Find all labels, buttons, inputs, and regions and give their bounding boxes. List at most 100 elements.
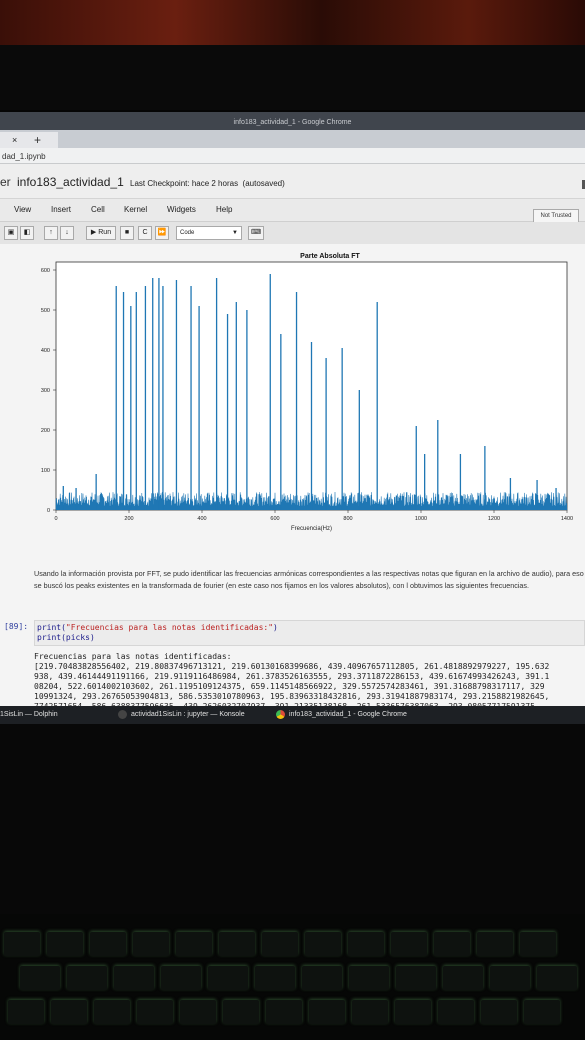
x-tick-label-7: 1400 (561, 516, 573, 522)
checkpoint-status: Last Checkpoint: hace 2 horas (autosaved… (130, 179, 285, 188)
keyboard-key (520, 932, 556, 956)
fast-forward-icon[interactable]: ⏩ (155, 226, 169, 240)
taskbar-label-dolphin: 1SisLin — Dolphin (0, 711, 58, 718)
keyboard-key (443, 966, 483, 990)
x-axis-label: Frecuencia(Hz) (291, 526, 332, 532)
move-up-icon[interactable]: ↑ (44, 226, 58, 240)
y-tick-label-1: 100 (41, 468, 50, 474)
keyboard-key (348, 932, 384, 956)
x-tick-label-3: 600 (270, 516, 279, 522)
notebook-header: er info183_actividad_1 Last Checkpoint: … (0, 164, 585, 198)
keyboard-key (133, 932, 169, 956)
keyboard-key (396, 966, 436, 990)
taskbar-item-chrome[interactable]: info183_actividad_1 - Google Chrome (276, 706, 407, 724)
y-tick-label-4: 400 (41, 348, 50, 354)
keyboard-key (266, 1000, 302, 1024)
keyboard-key (8, 1000, 44, 1024)
menu-bar: View Insert Cell Kernel Widgets Help Not… (0, 198, 585, 223)
keyboard-key (114, 966, 154, 990)
menu-insert[interactable]: Insert (51, 205, 72, 214)
chevron-down-icon: ▼ (232, 230, 238, 236)
keyboard-key (137, 1000, 173, 1024)
run-button[interactable]: ▶ Run (86, 226, 116, 240)
keyboard-key (438, 1000, 474, 1024)
jupyter-logo[interactable]: er (0, 175, 11, 189)
stop-icon[interactable]: ■ (120, 226, 134, 240)
not-trusted-button[interactable]: Not Trusted (533, 209, 579, 223)
menu-widgets[interactable]: Widgets (167, 205, 196, 214)
keyboard-key (90, 932, 126, 956)
code-line-2: print(picks) (37, 633, 95, 642)
x-tick-label-4: 800 (343, 516, 352, 522)
keyboard-key (223, 1000, 259, 1024)
keyboard-key (262, 932, 298, 956)
description-paragraph: Usando la información provista por FFT, … (34, 569, 584, 590)
keyboard-key (434, 932, 470, 956)
run-icon: ▶ (90, 229, 97, 236)
keyboard-key (349, 966, 389, 990)
cell-prompt: [89]: (4, 622, 29, 631)
save-icon[interactable]: ▣ (4, 226, 18, 240)
fft-chart: Parte Absoluta FT 0 100 200 300 400 500 600 0 20… (41, 253, 573, 532)
keyboard-key (395, 1000, 431, 1024)
keyboard-key (477, 932, 513, 956)
address-text: dad_1.ipynb (2, 152, 46, 161)
menu-view[interactable]: View (14, 205, 32, 214)
keyboard-key (47, 932, 83, 956)
taskbar-item-dolphin[interactable]: 1SisLin — Dolphin (0, 706, 58, 724)
taskbar-label-konsole: actividad1SisLin : jupyter — Konsole (131, 711, 245, 718)
y-tick-label-5: 500 (41, 308, 50, 314)
browser-tab[interactable]: × (0, 132, 58, 148)
keyboard-key (481, 1000, 517, 1024)
x-tick-label-2: 400 (197, 516, 206, 522)
keyboard-key (4, 932, 40, 956)
keyboard-key (537, 966, 577, 990)
monitor-screen: info183_actividad_1 - Google Chrome × + … (0, 112, 585, 724)
menu-help[interactable]: Help (216, 205, 233, 214)
menu-cell[interactable]: Cell (91, 205, 105, 214)
taskbar: 1SisLin — Dolphin actividad1SisLin : jup… (0, 706, 585, 724)
chart-title: Parte Absoluta FT (300, 253, 360, 260)
code-string: "Frecuencias para las notas identificada… (65, 623, 274, 632)
notebook-toolbar: ▣ ◧ ↑ ↓ ▶ Run ■ C ⏩ Code ▼ ⌨ (0, 222, 585, 244)
cell-type-select[interactable]: Code ▼ (176, 226, 242, 240)
monitor-bezel (0, 724, 585, 914)
window-title: info183_actividad_1 - Google Chrome (233, 119, 352, 126)
code-cell[interactable]: print("Frecuencias para las notas identi… (34, 620, 585, 646)
keyboard-key (161, 966, 201, 990)
keyboard-key (490, 966, 530, 990)
add-cell-icon[interactable]: ◧ (20, 226, 34, 240)
x-tick-label-1: 200 (124, 516, 133, 522)
move-down-icon[interactable]: ↓ (60, 226, 74, 240)
keyboard-key (352, 1000, 388, 1024)
menu-kernel[interactable]: Kernel (124, 205, 148, 214)
address-bar[interactable]: dad_1.ipynb (0, 148, 585, 164)
tab-strip: × + (0, 130, 585, 148)
keyboard-key (305, 932, 341, 956)
keyboard-key (180, 1000, 216, 1024)
keyboard-key (208, 966, 248, 990)
x-tick-label-5: 1000 (415, 516, 427, 522)
keyboard-key (309, 1000, 345, 1024)
background-top (0, 0, 585, 45)
taskbar-item-konsole[interactable]: actividad1SisLin : jupyter — Konsole (118, 706, 245, 724)
notebook-body: Parte Absoluta FT 0 100 200 300 400 500 600 0 20… (0, 244, 585, 706)
y-tick-label-6: 600 (41, 268, 50, 274)
code-line-1: print("Frecuencias para las notas identi… (37, 623, 582, 633)
keyboard-key (51, 1000, 87, 1024)
keyboard-key (20, 966, 60, 990)
keyboard-key (302, 966, 342, 990)
new-tab-icon[interactable]: + (34, 133, 42, 147)
y-tick-label-3: 300 (41, 388, 50, 394)
tab-close-icon[interactable]: × (12, 135, 18, 145)
keyboard-icon[interactable]: ⌨ (248, 226, 264, 240)
keyboard-key (94, 1000, 130, 1024)
code-end: ) (273, 623, 278, 632)
restart-icon[interactable]: C (138, 226, 152, 240)
konsole-icon (118, 709, 127, 719)
y-tick-label-0: 0 (47, 508, 50, 514)
keyboard (0, 914, 585, 1040)
code-fn: print( (37, 623, 66, 632)
notebook-title[interactable]: info183_actividad_1 (17, 175, 124, 189)
checkpoint-text: Last Checkpoint: hace 2 horas (130, 179, 239, 188)
